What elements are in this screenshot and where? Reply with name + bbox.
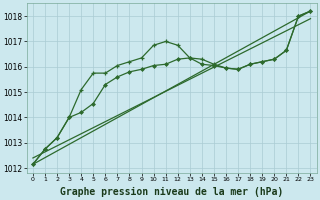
X-axis label: Graphe pression niveau de la mer (hPa): Graphe pression niveau de la mer (hPa) [60,186,283,197]
